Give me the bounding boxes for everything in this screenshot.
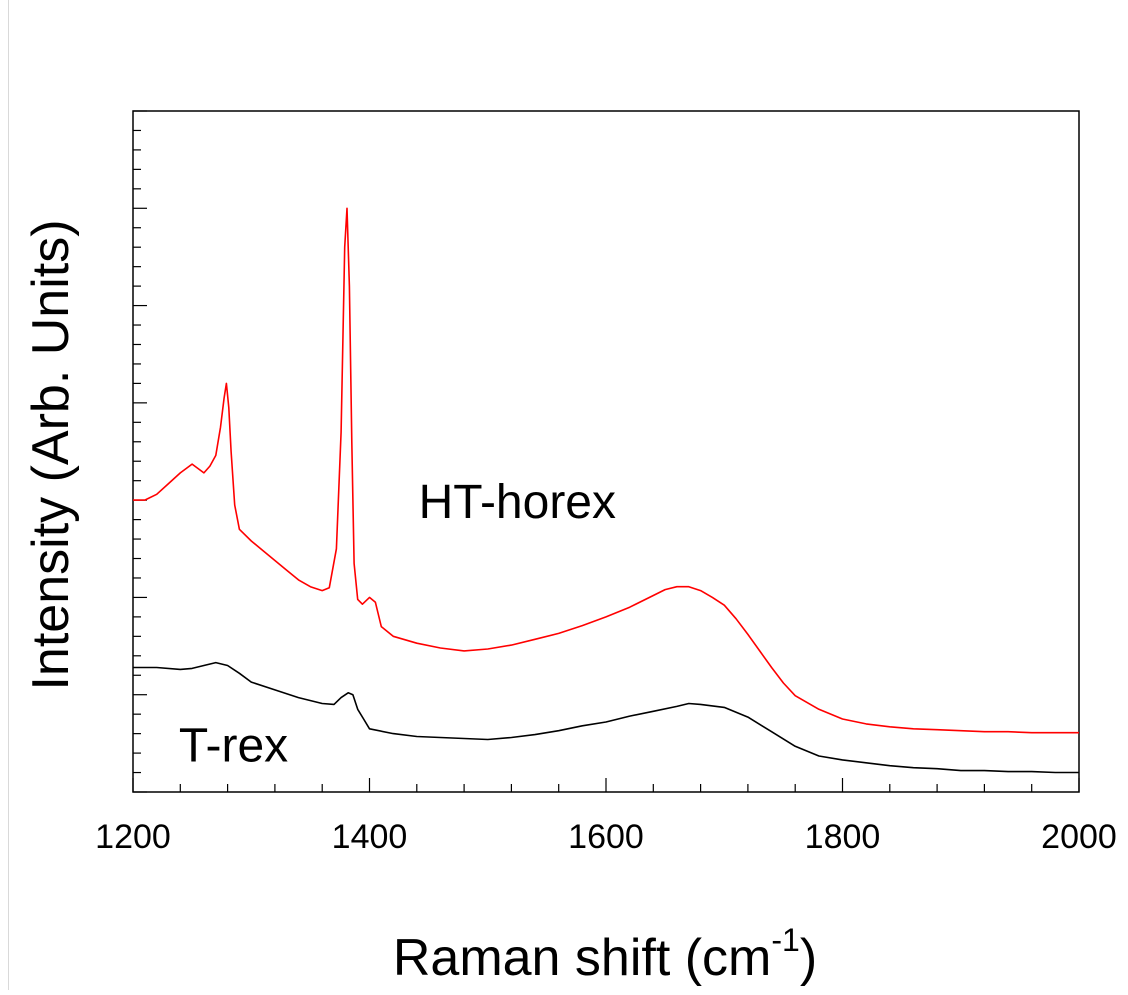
x-tick-label: 1400 [332,818,408,856]
y-axis-ticks [133,111,147,792]
annotation-layer: HT-horex T-rex [179,476,616,772]
x-axis-label-main: Raman shift (cm [393,929,772,987]
x-axis-label-suffix: ) [800,929,817,987]
page-left-divider [8,0,9,990]
annotation-t-rex: T-rex [179,719,288,772]
x-tick-label: 1600 [568,818,644,856]
x-tick-label: 2000 [1041,818,1117,856]
y-axis-label: Intensity (Arb. Units) [22,219,80,690]
x-axis-label: Raman shift (cm-1) [393,922,817,987]
x-axis-ticks [133,778,1079,792]
series-line-ht-horex [133,208,1079,732]
x-axis-label-superscript: -1 [771,922,799,958]
annotation-ht-horex: HT-horex [419,476,616,529]
x-tick-label: 1200 [95,818,171,856]
x-tick-label: 1800 [805,818,881,856]
x-axis-tick-labels: 1200 1400 1600 1800 2000 [95,818,1117,856]
